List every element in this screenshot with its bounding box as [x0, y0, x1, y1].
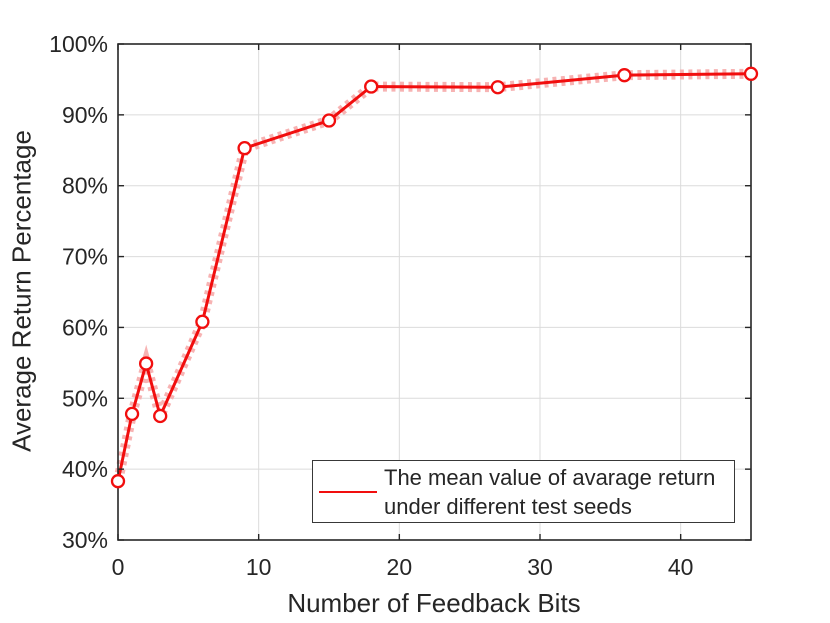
x-tick-label: 40 [668, 554, 694, 580]
axes-border [117, 43, 752, 541]
y-tick-label: 60% [62, 314, 108, 340]
data-point-marker [237, 141, 252, 156]
data-point-marker [364, 79, 379, 94]
y-tick-label: 40% [62, 456, 108, 482]
data-point-marker [490, 80, 505, 95]
data-point-marker [110, 474, 126, 489]
y-tick-label: 70% [62, 244, 108, 270]
data-point-marker [195, 314, 210, 329]
x-tick-label: 10 [246, 554, 272, 580]
x-axis-title: Number of Feedback Bits [287, 588, 581, 618]
y-axis-title: Average Return Percentage [6, 130, 37, 452]
y-tick-label: 50% [62, 385, 108, 411]
x-tick-label: 20 [387, 554, 413, 580]
data-point-marker [617, 68, 632, 83]
data-point-marker [743, 66, 759, 81]
y-tick-label: 90% [62, 102, 108, 128]
data-point-marker [321, 113, 337, 128]
data-point-marker [124, 406, 140, 422]
legend-label-line1: The mean value of avarage return [384, 464, 716, 490]
x-tick-label: 30 [527, 554, 553, 580]
x-tick-label: 0 [112, 554, 125, 580]
legend-box: The mean value of avarage return under d… [312, 460, 735, 523]
y-tick-label: 30% [62, 527, 108, 553]
legend-label-line2: under different test seeds [384, 493, 632, 519]
legend-line-sample [319, 490, 377, 493]
y-tick-label: 100% [49, 31, 108, 57]
data-line [116, 72, 752, 482]
legend-label: The mean value of avarage return under d… [384, 463, 715, 521]
data-point-marker [138, 356, 154, 371]
data-point-marker [153, 408, 168, 424]
y-tick-label: 80% [62, 173, 108, 199]
